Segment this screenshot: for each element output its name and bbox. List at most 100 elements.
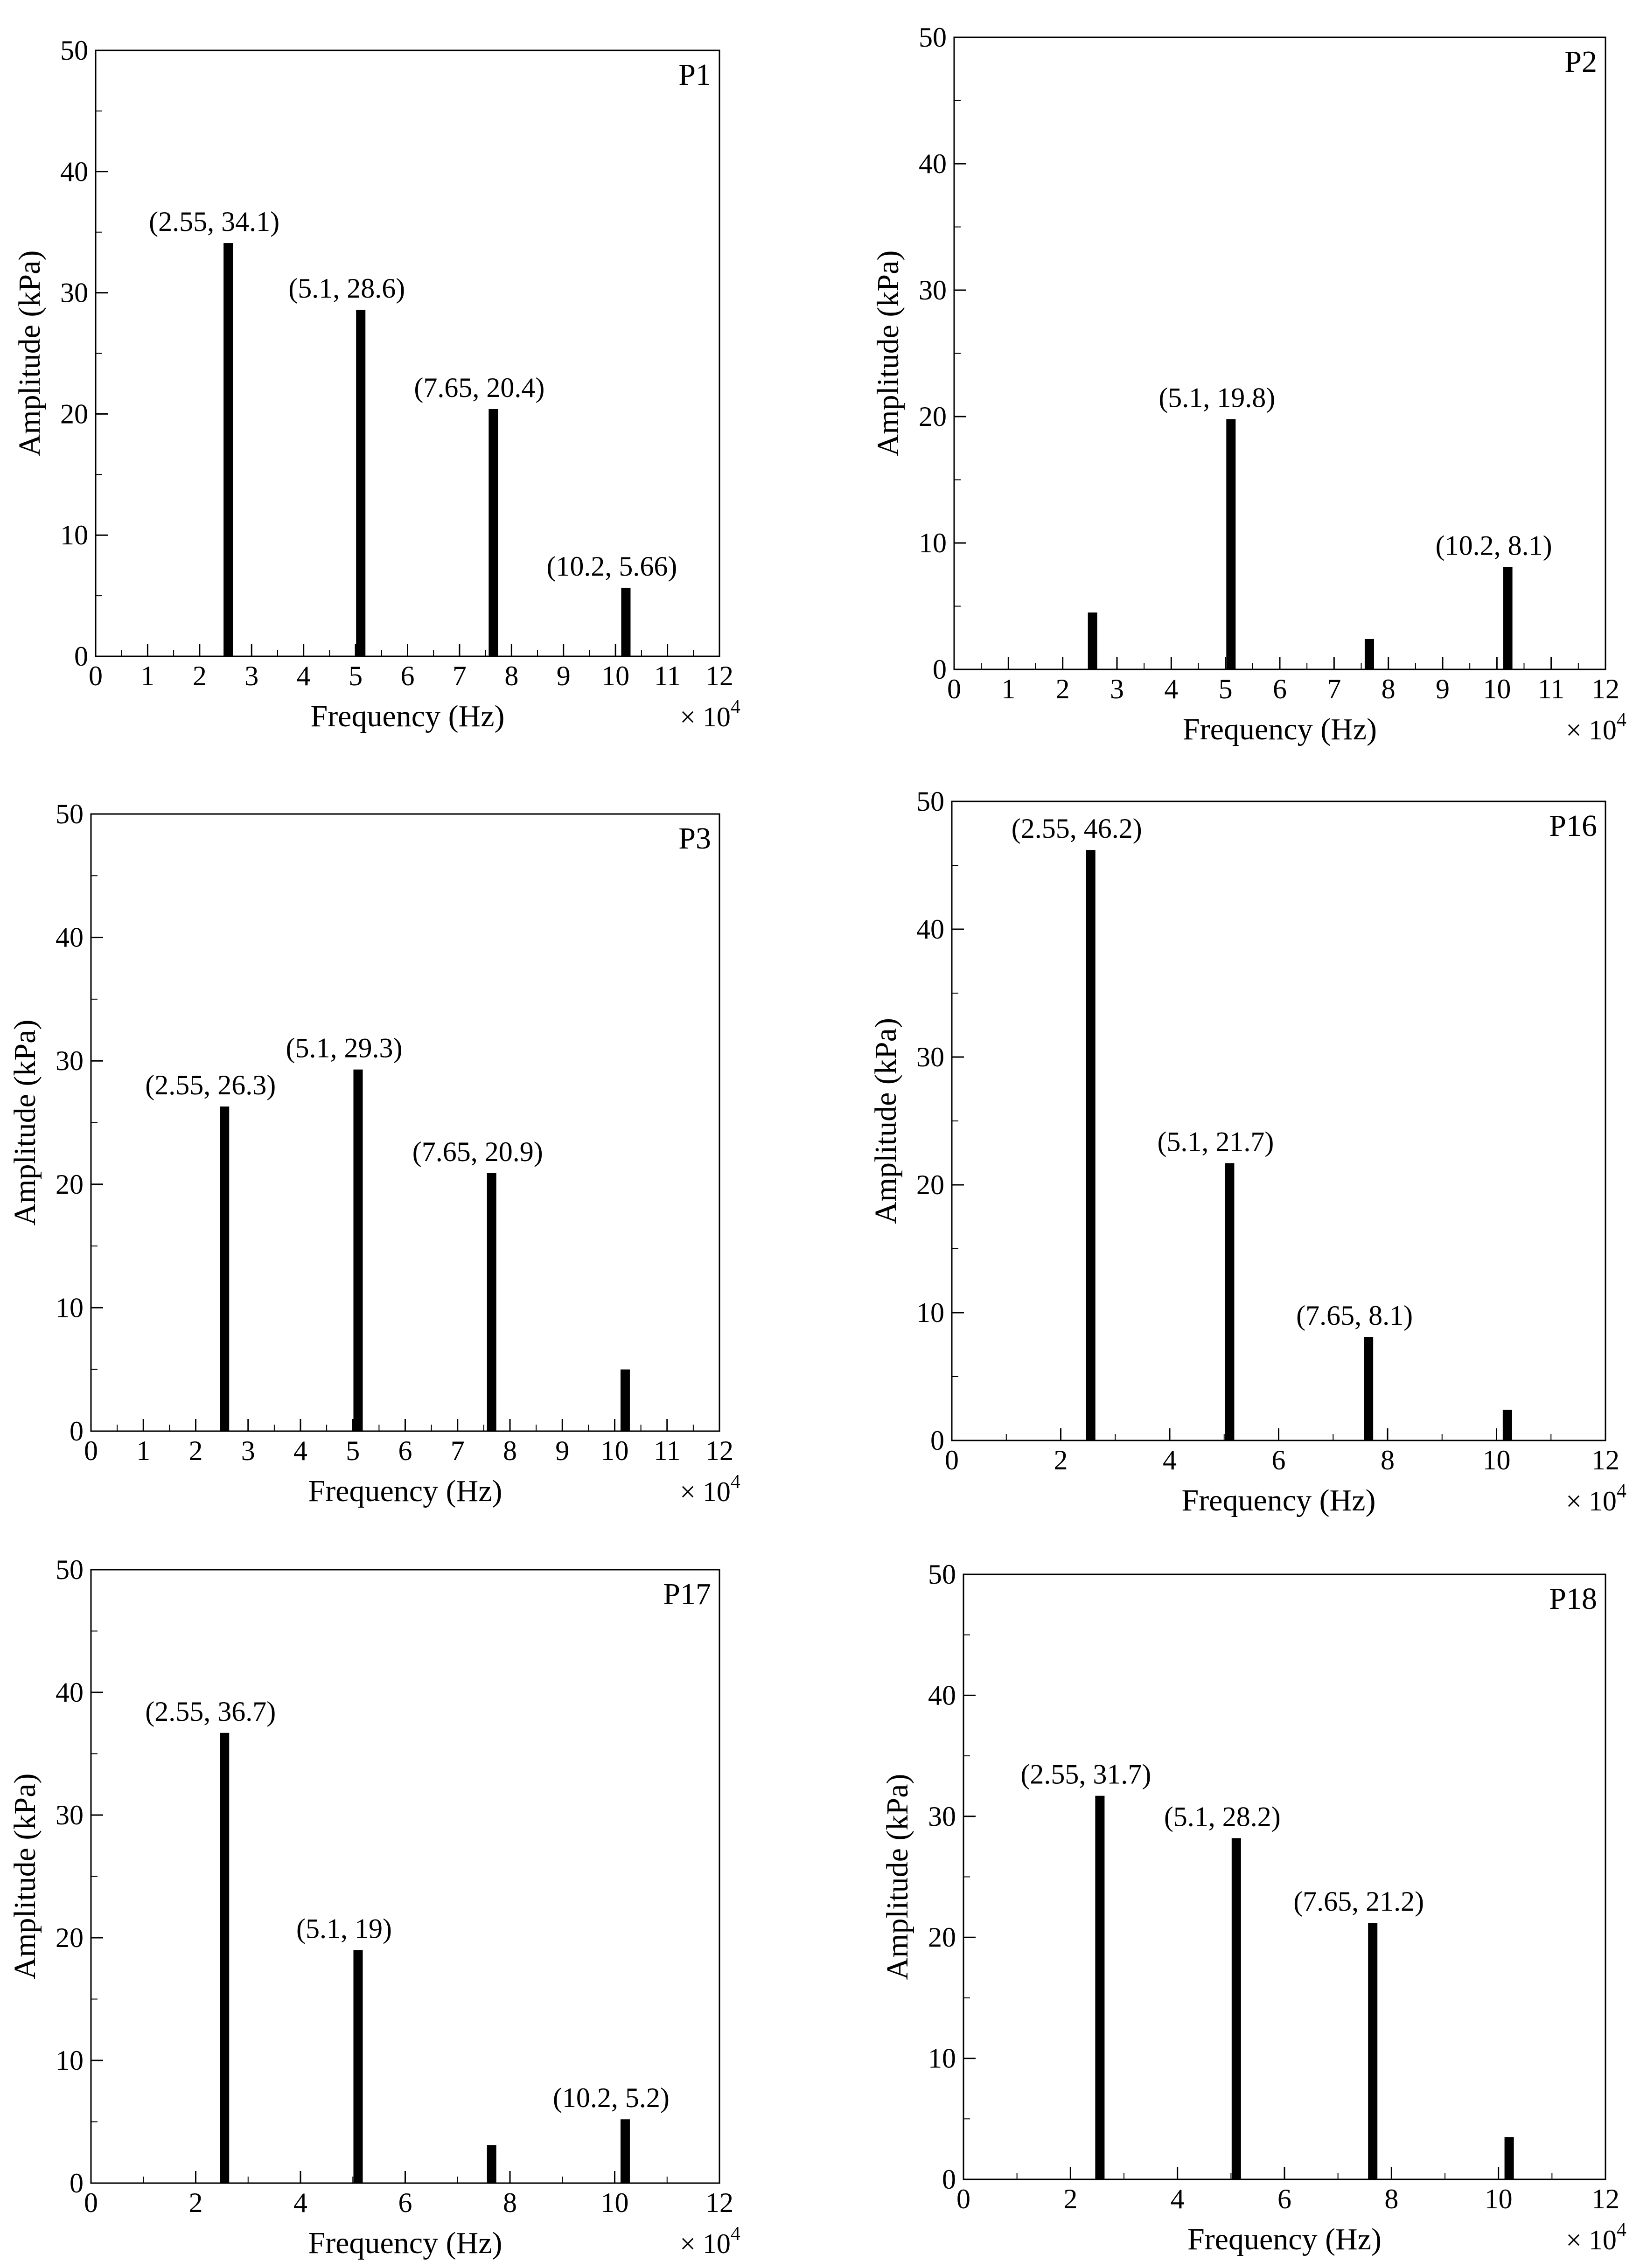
x-tick-label: 0 bbox=[84, 1435, 98, 1466]
x-tick-label: 10 bbox=[601, 661, 629, 691]
y-tick-label: 20 bbox=[56, 1169, 84, 1200]
x-tick-label: 5 bbox=[349, 661, 363, 691]
bar bbox=[1095, 1795, 1105, 2179]
bar bbox=[1225, 1163, 1235, 1440]
y-tick-label: 20 bbox=[928, 1922, 956, 1953]
x-tick-label: 8 bbox=[504, 661, 518, 691]
x-tick-label: 12 bbox=[1591, 2184, 1619, 2214]
x-tick-label: 11 bbox=[1538, 674, 1565, 704]
y-tick-label: 30 bbox=[60, 278, 88, 308]
bar bbox=[489, 409, 498, 656]
data-label: (10.2, 5.66) bbox=[546, 551, 677, 582]
x-tick-label: 7 bbox=[1327, 674, 1341, 704]
x-axis-label: Frequency (Hz) bbox=[308, 1474, 502, 1508]
x-axis-label: Frequency (Hz) bbox=[1183, 712, 1377, 746]
x-tick-label: 1 bbox=[140, 661, 154, 691]
panel-p18: 0 10 20 30 40 50 0 2 4 6 8 10 12 (2.55, 31.7) (5.1, 28… bbox=[880, 1559, 1626, 2256]
y-tick-label: 20 bbox=[56, 1922, 84, 1953]
bar bbox=[356, 309, 366, 656]
x-multiplier-exponent: 4 bbox=[1617, 1481, 1626, 1502]
x-tick-label: 10 bbox=[1483, 674, 1511, 704]
x-tick-label: 12 bbox=[705, 1435, 733, 1466]
y-tick-label: 10 bbox=[56, 1292, 84, 1323]
y-tick-label: 50 bbox=[60, 35, 88, 66]
y-tick-label: 0 bbox=[942, 2164, 956, 2195]
y-tick-label: 0 bbox=[70, 2168, 84, 2198]
x-tick-label: 4 bbox=[1171, 2184, 1185, 2214]
bar bbox=[487, 2145, 496, 2183]
x-multiplier: × 104 bbox=[1566, 710, 1626, 745]
bar bbox=[1364, 639, 1374, 669]
x-tick-label: 4 bbox=[293, 1435, 307, 1466]
y-tick-label: 40 bbox=[928, 1680, 956, 1711]
x-tick-label: 0 bbox=[945, 1445, 959, 1475]
bar bbox=[1503, 567, 1513, 669]
x-tick-label: 12 bbox=[705, 661, 733, 691]
x-tick-label: 6 bbox=[1272, 1445, 1286, 1475]
bar bbox=[1368, 1923, 1378, 2179]
bar bbox=[353, 1950, 363, 2183]
data-label: (2.55, 31.7) bbox=[1020, 1759, 1151, 1790]
x-tick-label: 11 bbox=[654, 1435, 681, 1466]
data-label: (2.55, 36.7) bbox=[145, 1696, 276, 1727]
bar bbox=[1364, 1337, 1374, 1440]
x-tick-label: 9 bbox=[1436, 674, 1450, 704]
y-tick-label: 30 bbox=[916, 1042, 944, 1072]
y-tick-label: 10 bbox=[56, 2045, 84, 2076]
x-tick-label: 2 bbox=[189, 2187, 203, 2218]
x-tick-label: 5 bbox=[1219, 674, 1233, 704]
panel-title: P18 bbox=[1549, 1582, 1597, 1616]
bar bbox=[621, 587, 631, 656]
bar bbox=[1502, 1410, 1512, 1440]
x-tick-label: 2 bbox=[193, 661, 207, 691]
y-tick-label: 0 bbox=[74, 641, 88, 672]
x-tick-label: 10 bbox=[601, 1435, 629, 1466]
data-label: (10.2, 5.2) bbox=[553, 2082, 670, 2113]
y-tick-label: 10 bbox=[928, 2043, 956, 2074]
data-label: (7.65, 21.2) bbox=[1293, 1886, 1424, 1917]
bar bbox=[620, 1369, 630, 1431]
data-label: (7.65, 20.4) bbox=[414, 372, 544, 403]
data-label: (2.55, 34.1) bbox=[149, 206, 279, 237]
y-axis-label: Amplitude (kPa) bbox=[869, 1018, 903, 1224]
x-tick-label: 3 bbox=[1110, 674, 1124, 704]
x-tick-label: 2 bbox=[1054, 1445, 1068, 1475]
x-tick-label: 6 bbox=[1277, 2184, 1291, 2214]
y-tick-label: 20 bbox=[60, 398, 88, 429]
y-tick-label: 40 bbox=[56, 1677, 84, 1708]
bar bbox=[620, 2119, 630, 2183]
plot-frame bbox=[90, 813, 720, 1432]
x-tick-label: 0 bbox=[947, 674, 961, 704]
y-axis-label: Amplitude (kPa) bbox=[871, 250, 905, 457]
x-tick-label: 12 bbox=[705, 2187, 733, 2218]
data-label: (5.1, 29.3) bbox=[286, 1033, 402, 1064]
x-tick-label: 4 bbox=[297, 661, 311, 691]
x-tick-label: 8 bbox=[503, 1435, 517, 1466]
x-axis-label: Frequency (Hz) bbox=[308, 2226, 502, 2260]
bar bbox=[223, 243, 233, 656]
x-tick-label: 2 bbox=[1056, 674, 1070, 704]
y-tick-label: 40 bbox=[916, 914, 944, 945]
plot-frame bbox=[963, 1573, 1606, 2180]
x-tick-label: 5 bbox=[346, 1435, 360, 1466]
data-label: (5.1, 19.8) bbox=[1158, 382, 1275, 413]
y-tick-label: 50 bbox=[56, 799, 84, 829]
bar bbox=[220, 1732, 230, 2183]
y-tick-label: 50 bbox=[919, 22, 947, 53]
x-tick-label: 1 bbox=[1001, 674, 1015, 704]
x-multiplier: × 104 bbox=[680, 2223, 740, 2259]
x-tick-label: 4 bbox=[1164, 674, 1178, 704]
y-tick-label: 50 bbox=[928, 1559, 956, 1590]
x-tick-label: 6 bbox=[1273, 674, 1287, 704]
y-tick-label: 40 bbox=[919, 148, 947, 179]
x-multiplier-exponent: 4 bbox=[731, 696, 740, 718]
panel-title: P3 bbox=[678, 821, 711, 856]
bar bbox=[1504, 2137, 1514, 2179]
y-axis-label: Amplitude (kPa) bbox=[8, 1774, 42, 1980]
panel-title: P2 bbox=[1564, 45, 1597, 79]
x-multiplier: × 104 bbox=[680, 1471, 740, 1507]
